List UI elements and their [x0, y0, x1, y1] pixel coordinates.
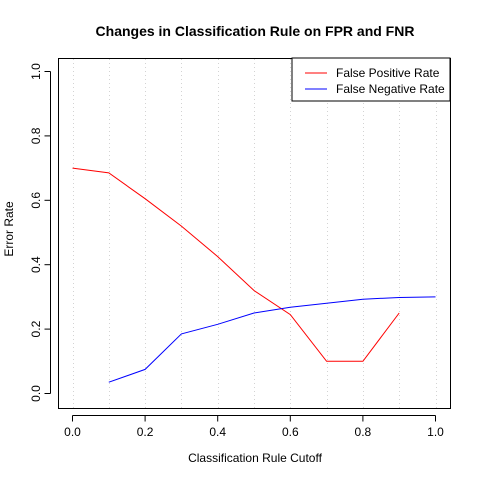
- legend-label-fnr: False Negative Rate: [336, 82, 445, 96]
- series-line-fnr: [108, 296, 436, 383]
- y-tick-label: 0.2: [29, 320, 43, 337]
- y-axis-label: Error Rate: [2, 201, 16, 257]
- legend-box: [291, 57, 451, 102]
- y-tick-label: 0.8: [29, 127, 43, 144]
- chart-title: Changes in Classification Rule on FPR an…: [96, 23, 415, 39]
- y-tick-label: 0.4: [29, 256, 43, 273]
- y-tick-label: 0.6: [29, 192, 43, 209]
- y-tick-label: 1.0: [29, 63, 43, 80]
- plot-frame: [58, 58, 451, 409]
- x-tick-label: 0.2: [137, 425, 154, 439]
- legend: False Positive Rate False Negative Rate: [291, 57, 451, 102]
- series-layer: [72, 167, 436, 383]
- y-tick-label: 0.0: [29, 385, 43, 402]
- grid: [73, 59, 437, 408]
- axes: 0.0 0.2 0.4 0.6 0.8 1.0 0.0 0.2 0.4 0.6 0.8 1.0: [29, 63, 444, 439]
- x-tick-label: 0.4: [209, 425, 226, 439]
- x-axis-label: Classification Rule Cutoff: [188, 451, 323, 465]
- series-line-fpr: [72, 167, 400, 362]
- x-tick-label: 0.0: [64, 425, 81, 439]
- x-tick-label: 0.8: [355, 425, 372, 439]
- x-tick-label: 0.6: [282, 425, 299, 439]
- legend-label-fpr: False Positive Rate: [336, 66, 440, 80]
- x-tick-label: 1.0: [427, 425, 444, 439]
